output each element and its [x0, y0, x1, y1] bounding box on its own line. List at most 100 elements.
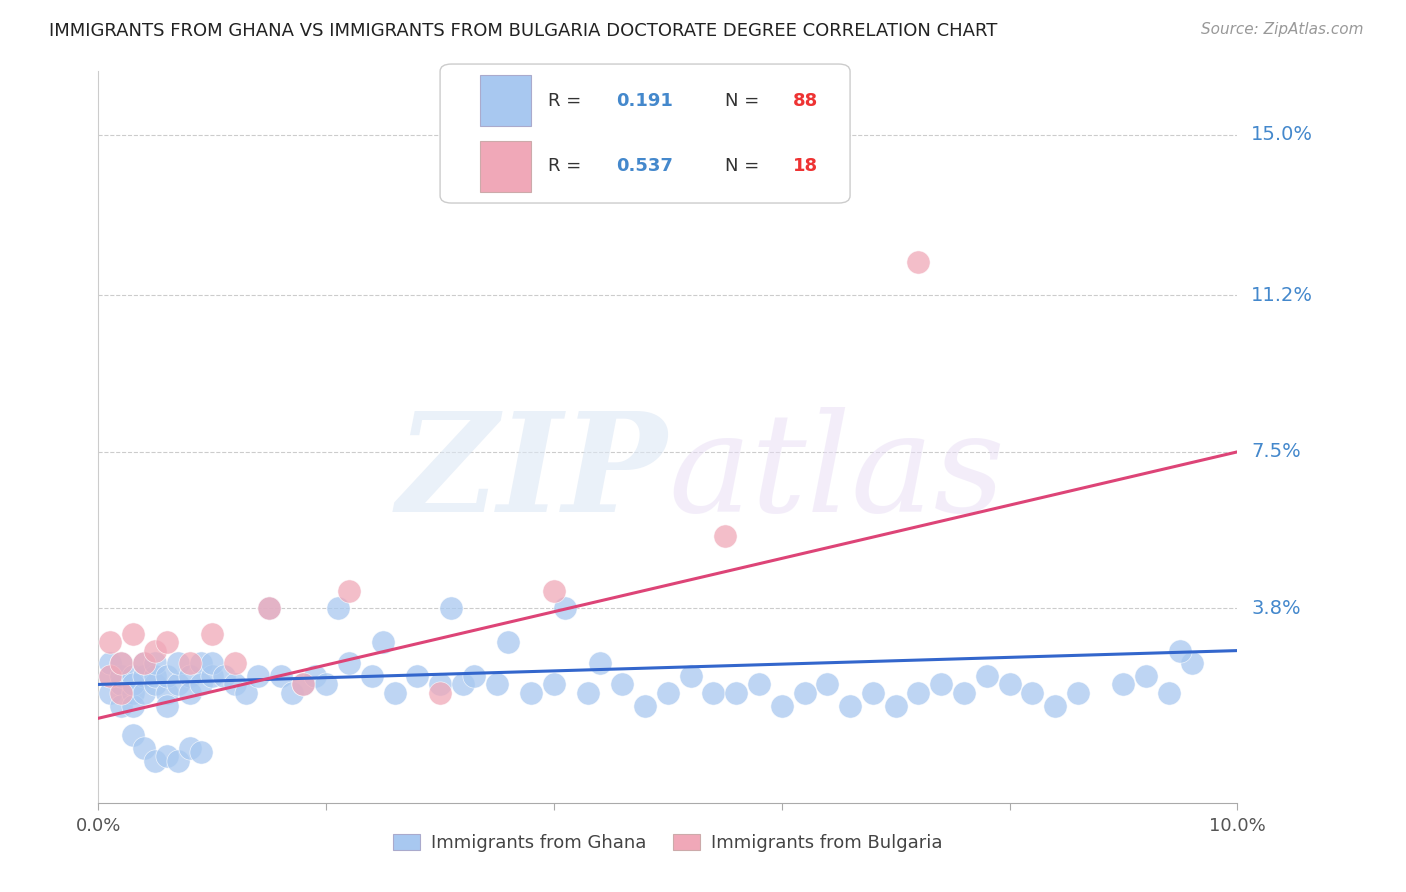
- Point: [326, 601, 349, 615]
- Text: R =: R =: [548, 92, 588, 110]
- Point: [132, 740, 155, 755]
- Point: [1181, 657, 1204, 671]
- Point: [1170, 643, 1192, 657]
- Point: [1135, 669, 1157, 683]
- Point: [121, 698, 143, 713]
- Point: [907, 686, 929, 700]
- Text: R =: R =: [548, 158, 588, 176]
- Point: [259, 601, 281, 615]
- Point: [714, 529, 737, 543]
- Point: [907, 254, 929, 268]
- Point: [121, 728, 143, 742]
- Point: [145, 643, 167, 657]
- Point: [1067, 686, 1090, 700]
- Point: [1112, 677, 1135, 691]
- Point: [212, 669, 235, 683]
- Point: [976, 669, 998, 683]
- Point: [281, 686, 304, 700]
- Point: [235, 686, 257, 700]
- Point: [554, 601, 576, 615]
- Text: ZIP: ZIP: [396, 407, 668, 541]
- Point: [190, 745, 212, 759]
- Point: [110, 686, 132, 700]
- Point: [201, 626, 224, 640]
- Point: [270, 669, 292, 683]
- Point: [156, 686, 179, 700]
- Point: [110, 657, 132, 671]
- Point: [429, 677, 451, 691]
- Point: [167, 677, 190, 691]
- Point: [179, 657, 201, 671]
- Text: 15.0%: 15.0%: [1251, 125, 1313, 145]
- Point: [156, 698, 179, 713]
- Point: [121, 686, 143, 700]
- Point: [145, 657, 167, 671]
- Text: IMMIGRANTS FROM GHANA VS IMMIGRANTS FROM BULGARIA DOCTORATE DEGREE CORRELATION C: IMMIGRANTS FROM GHANA VS IMMIGRANTS FROM…: [49, 22, 998, 40]
- Point: [576, 686, 599, 700]
- Point: [543, 677, 565, 691]
- Point: [98, 669, 121, 683]
- Point: [145, 669, 167, 683]
- Point: [702, 686, 724, 700]
- Point: [486, 677, 509, 691]
- FancyBboxPatch shape: [479, 141, 531, 192]
- Point: [179, 740, 201, 755]
- Point: [110, 677, 132, 691]
- Point: [304, 669, 326, 683]
- Point: [132, 657, 155, 671]
- Point: [179, 686, 201, 700]
- Point: [725, 686, 748, 700]
- Point: [156, 635, 179, 649]
- Point: [612, 677, 634, 691]
- Point: [145, 754, 167, 768]
- Point: [292, 677, 315, 691]
- Point: [815, 677, 838, 691]
- Point: [406, 669, 429, 683]
- Point: [167, 657, 190, 671]
- Point: [337, 584, 360, 599]
- Point: [98, 657, 121, 671]
- Point: [839, 698, 862, 713]
- Text: 88: 88: [793, 92, 818, 110]
- Text: 3.8%: 3.8%: [1251, 599, 1301, 618]
- Point: [224, 677, 246, 691]
- Point: [520, 686, 543, 700]
- Point: [224, 657, 246, 671]
- FancyBboxPatch shape: [479, 75, 531, 126]
- Point: [201, 657, 224, 671]
- Point: [179, 669, 201, 683]
- Point: [998, 677, 1021, 691]
- Point: [634, 698, 657, 713]
- Point: [360, 669, 382, 683]
- Point: [110, 698, 132, 713]
- Point: [98, 635, 121, 649]
- Text: atlas: atlas: [668, 407, 1005, 541]
- Point: [451, 677, 474, 691]
- Point: [110, 669, 132, 683]
- Point: [373, 635, 395, 649]
- Text: 18: 18: [793, 158, 818, 176]
- Point: [463, 669, 485, 683]
- Point: [201, 669, 224, 683]
- Point: [121, 677, 143, 691]
- Point: [259, 601, 281, 615]
- Point: [1043, 698, 1066, 713]
- Point: [748, 677, 770, 691]
- Point: [167, 754, 190, 768]
- Point: [121, 626, 143, 640]
- FancyBboxPatch shape: [440, 64, 851, 203]
- Point: [1157, 686, 1180, 700]
- Point: [190, 677, 212, 691]
- Point: [953, 686, 976, 700]
- Point: [384, 686, 406, 700]
- Point: [132, 669, 155, 683]
- Point: [337, 657, 360, 671]
- Point: [156, 669, 179, 683]
- Point: [98, 669, 121, 683]
- Text: Source: ZipAtlas.com: Source: ZipAtlas.com: [1201, 22, 1364, 37]
- Point: [770, 698, 793, 713]
- Point: [145, 677, 167, 691]
- Text: 0.191: 0.191: [617, 92, 673, 110]
- Text: 0.537: 0.537: [617, 158, 673, 176]
- Point: [110, 657, 132, 671]
